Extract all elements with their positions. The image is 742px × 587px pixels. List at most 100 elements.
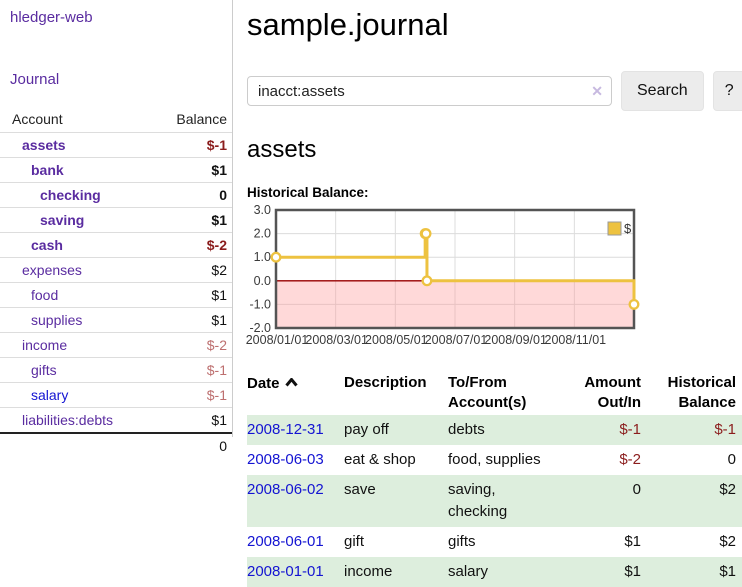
account-balance: $-1 (140, 132, 232, 158)
transaction-description: save (344, 475, 448, 527)
register-header-description: Description (344, 374, 427, 391)
transaction-date-link[interactable]: 2008-12-31 (247, 421, 324, 438)
transaction-balance: $2 (719, 533, 736, 550)
search-form: ✕ Search ? (247, 71, 742, 111)
account-balance: $-2 (140, 232, 232, 258)
account-balance: $-1 (140, 382, 232, 408)
transaction-date-link[interactable]: 2008-06-03 (247, 451, 324, 468)
account-row: food $1 (0, 282, 232, 308)
transaction-row: 2008-01-01 income salary $1 $1 (247, 557, 742, 587)
account-balance: 0 (140, 182, 232, 208)
account-balance: $1 (140, 407, 232, 433)
account-row: cash $-2 (0, 232, 232, 258)
account-link-saving[interactable]: saving (40, 212, 85, 228)
svg-text:2008/11/01: 2008/11/01 (545, 333, 607, 347)
account-balance: $1 (140, 307, 232, 333)
account-link-expenses[interactable]: expenses (22, 262, 82, 278)
search-button[interactable]: Search (621, 71, 704, 111)
account-balance: $1 (140, 157, 232, 183)
svg-text:$: $ (624, 221, 632, 236)
transaction-accounts: food, supplies (448, 451, 541, 468)
svg-text:2008/01/01: 2008/01/01 (246, 333, 309, 347)
date-header-label: Date (247, 375, 280, 392)
account-balance: $-2 (140, 332, 232, 358)
account-row: income $-2 (0, 332, 232, 358)
transaction-amount: $1 (624, 533, 641, 550)
account-row: expenses $2 (0, 257, 232, 283)
svg-text:-2.0: -2.0 (249, 321, 271, 335)
account-link-cash[interactable]: cash (31, 237, 63, 253)
clear-search-icon[interactable]: ✕ (591, 83, 603, 99)
account-link-checking[interactable]: checking (40, 187, 101, 203)
account-row: checking 0 (0, 182, 232, 208)
account-link-food[interactable]: food (31, 287, 59, 303)
transaction-row: 2008-12-31 pay off debts $-1 $-1 (247, 415, 742, 445)
account-link-assets[interactable]: assets (22, 137, 66, 153)
svg-text:2008/07/01: 2008/07/01 (425, 333, 488, 347)
transaction-amount: $-1 (556, 415, 647, 445)
account-link-salary[interactable]: salary (31, 387, 69, 403)
transaction-accounts: saving, checking (448, 475, 556, 527)
svg-text:3.0: 3.0 (254, 205, 271, 217)
main-content: sample.journal ✕ Search ? assets Histori… (246, 0, 742, 587)
transaction-balance: $-1 (647, 415, 742, 445)
account-balance: $2 (140, 257, 232, 283)
account-link-liabilities-debts[interactable]: liabilities:debts (22, 412, 114, 428)
accounts-table: Account Balance assets $-1 bank $1 check… (0, 108, 232, 458)
accounts-header-balance: Balance (176, 111, 227, 127)
account-link-bank[interactable]: bank (31, 162, 64, 178)
accounts-total-row: 0 (0, 432, 232, 458)
accounts-total-value: 0 (140, 432, 232, 458)
account-link-supplies[interactable]: supplies (31, 312, 83, 328)
svg-text:2008/03/01: 2008/03/01 (305, 333, 368, 347)
transaction-balance: $2 (647, 475, 742, 527)
account-row: gifts $-1 (0, 357, 232, 383)
transaction-accounts: salary (448, 557, 556, 587)
transaction-description: income (344, 557, 448, 587)
account-heading: assets (247, 136, 317, 163)
page-title: sample.journal (247, 7, 449, 42)
account-balance: $1 (140, 282, 232, 308)
transaction-description: gift (344, 533, 365, 550)
svg-text:-1.0: -1.0 (249, 297, 271, 311)
transaction-amount: $1 (556, 557, 647, 587)
account-balance: $1 (140, 207, 232, 233)
account-link-gifts[interactable]: gifts (31, 362, 57, 378)
account-link-income[interactable]: income (22, 337, 68, 353)
help-button[interactable]: ? (712, 71, 742, 111)
transaction-description: pay off (344, 415, 448, 445)
svg-text:0.0: 0.0 (254, 274, 271, 288)
svg-text:2008/05/01: 2008/05/01 (365, 333, 428, 347)
account-row: liabilities:debts $1 (0, 407, 232, 433)
transaction-accounts: debts (448, 415, 556, 445)
transaction-date-link[interactable]: 2008-01-01 (247, 563, 324, 580)
sort-ascending-icon (284, 373, 298, 393)
register-header-date[interactable]: Date (247, 371, 344, 415)
transaction-amount: 0 (556, 475, 647, 527)
transaction-date-link[interactable]: 2008-06-02 (247, 481, 324, 498)
account-balance: $-1 (140, 357, 232, 383)
transaction-balance: $1 (647, 557, 742, 587)
transaction-accounts: gifts (448, 533, 476, 550)
balance-chart: $3.0 2.0 1.0 0.0 -1.0 -2.0 2008/01/01 2008/03/0… (240, 203, 642, 352)
account-row: bank $1 (0, 157, 232, 183)
svg-text:2.0: 2.0 (254, 227, 271, 241)
register-header-balance: Historical Balance (667, 374, 736, 411)
transaction-row: 2008-06-03 eat & shop food, supplies $-2… (247, 445, 742, 475)
app-brand-link[interactable]: hledger-web (10, 9, 93, 26)
search-input[interactable] (247, 76, 612, 106)
svg-text:1.0: 1.0 (254, 250, 271, 264)
transaction-row: 2008-06-01 gift gifts $1 $2 (247, 527, 742, 557)
account-row: supplies $1 (0, 307, 232, 333)
register-table: Date Description To/From Account(s) Amou… (247, 371, 742, 587)
account-row: salary $-1 (0, 382, 232, 408)
register-header-amount: Amount Out/In (584, 374, 641, 411)
transaction-amount: $-2 (619, 451, 641, 468)
transaction-description: eat & shop (344, 451, 416, 468)
transaction-date-link[interactable]: 2008-06-01 (247, 533, 324, 550)
sidebar: hledger-web Journal Account Balance asse… (0, 0, 233, 458)
account-row: saving $1 (0, 207, 232, 233)
sidebar-item-journal[interactable]: Journal (10, 71, 60, 88)
chart-title: Historical Balance: (247, 185, 369, 200)
register-header-tofrom: To/From Account(s) (448, 374, 527, 411)
